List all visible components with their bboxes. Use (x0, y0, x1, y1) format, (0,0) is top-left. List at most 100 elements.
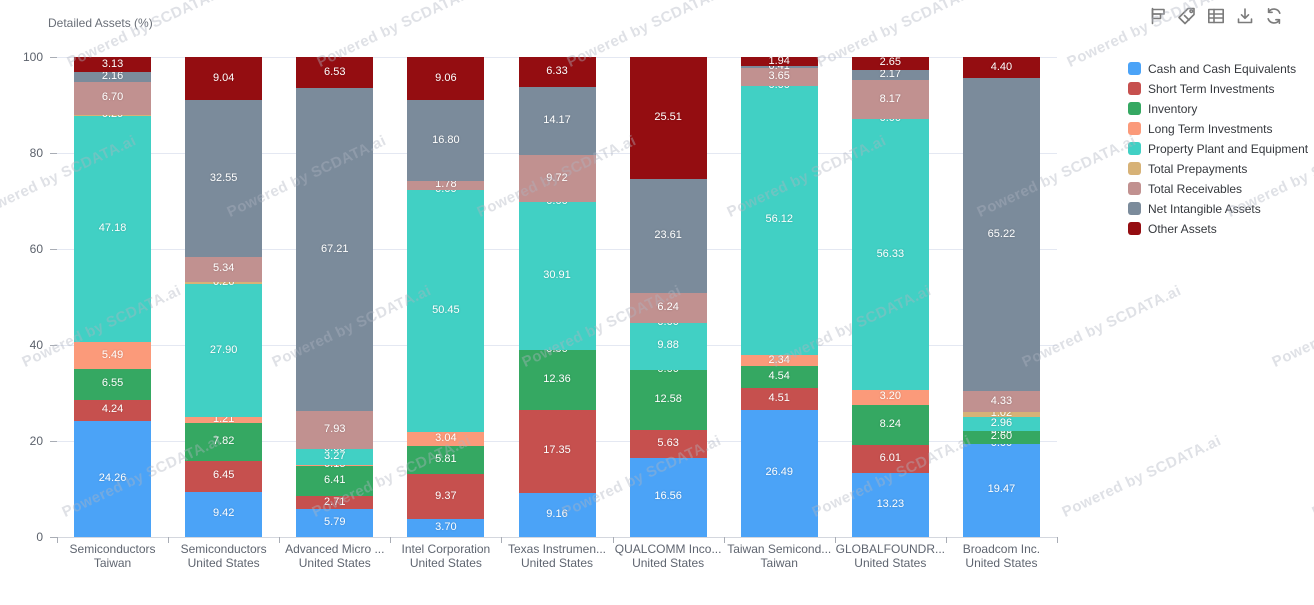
bar-segment[interactable] (74, 400, 152, 421)
bar-segment[interactable] (962, 431, 1040, 444)
bar-segment[interactable] (407, 189, 485, 432)
bar-segment[interactable] (962, 411, 1040, 417)
legend-item[interactable]: Total Receivables (1128, 182, 1308, 196)
legend-swatch-icon (1128, 222, 1141, 235)
bar-segment[interactable] (407, 431, 485, 447)
bar-segment[interactable] (518, 57, 596, 88)
category-country: United States (854, 556, 927, 570)
bar-segment[interactable] (407, 446, 485, 475)
bar-segment[interactable] (740, 355, 818, 367)
x-axis-category-label: Taiwan Semicond... Taiwan (704, 542, 854, 570)
bar-segment[interactable] (185, 256, 263, 283)
bar-segment[interactable] (740, 85, 818, 356)
x-axis-category-label: Semiconductors United States (149, 542, 299, 570)
bar-segment[interactable] (518, 155, 596, 203)
bar-segment[interactable] (296, 449, 374, 465)
legend-item[interactable]: Net Intangible Assets (1128, 201, 1308, 216)
bar-segment[interactable] (518, 350, 596, 410)
bar-segment[interactable] (407, 181, 485, 190)
bar-segment[interactable] (185, 283, 263, 418)
bar-segment[interactable] (185, 417, 263, 424)
bar-segment[interactable] (185, 100, 263, 257)
bar-segment[interactable] (851, 389, 929, 406)
bar-segment[interactable] (74, 342, 152, 369)
bar-segment[interactable] (74, 57, 152, 73)
bar-segment[interactable] (74, 115, 152, 343)
bar-segment[interactable] (74, 114, 152, 116)
bar-segment[interactable] (740, 366, 818, 389)
bar-segment[interactable] (851, 80, 929, 120)
legend-item[interactable]: Cash and Cash Equivalents (1128, 62, 1308, 76)
y-axis-tick (50, 345, 57, 346)
bar-segment[interactable] (518, 87, 596, 156)
bar-segment[interactable] (629, 322, 707, 371)
y-axis-tick-label: 0 (36, 530, 43, 544)
bar-segment[interactable] (407, 100, 485, 182)
bar-segment[interactable] (185, 282, 263, 284)
bar-segment[interactable] (851, 444, 929, 474)
bar-segment[interactable] (74, 420, 152, 537)
bar-segment[interactable] (407, 519, 485, 537)
bar-segment[interactable] (185, 460, 263, 492)
bar-segment[interactable] (296, 496, 374, 510)
bar-segment[interactable] (74, 368, 152, 401)
bar-segment[interactable] (518, 202, 596, 351)
bar-segment[interactable] (851, 69, 929, 81)
bar-segment[interactable] (851, 473, 929, 537)
legend-item[interactable]: Total Prepayments (1128, 162, 1308, 176)
bar-segment[interactable] (851, 57, 929, 70)
bar-segment[interactable] (851, 405, 929, 445)
bar-segment[interactable] (629, 457, 707, 537)
download-icon[interactable] (1235, 6, 1255, 26)
category-country: Taiwan (760, 556, 798, 570)
bar-segment[interactable] (629, 430, 707, 458)
legend-item[interactable]: Property Plant and Equipment (1128, 142, 1308, 156)
bar-segment[interactable] (962, 57, 1040, 79)
refresh-icon[interactable] (1264, 6, 1284, 26)
bar-segment[interactable] (185, 491, 263, 537)
bar-segment[interactable] (740, 57, 818, 67)
bar-segment[interactable] (740, 68, 818, 86)
bar-segment[interactable] (629, 179, 707, 293)
legend-item-label: Long Term Investments (1148, 121, 1273, 136)
bar-segment[interactable] (185, 423, 263, 461)
legend-item[interactable]: Other Assets (1128, 221, 1308, 236)
bar-segment[interactable] (185, 57, 263, 101)
bar-segment[interactable] (74, 82, 152, 115)
x-axis-category-label: Advanced Micro ... United States (260, 542, 410, 570)
bar-segment[interactable] (962, 78, 1040, 392)
category-name: Advanced Micro ... (285, 542, 385, 556)
bar-segment[interactable] (296, 509, 374, 537)
bar-segment[interactable] (296, 410, 374, 449)
legend-item-label: Net Intangible Assets (1148, 201, 1261, 216)
bar-segment[interactable] (851, 119, 929, 390)
watermark: Powered by SCDATA.ai (0, 132, 139, 221)
bar-segment[interactable] (962, 391, 1040, 412)
tag-icon[interactable] (1177, 6, 1197, 26)
bar-segment[interactable] (740, 66, 818, 69)
legend-item-label: Other Assets (1148, 221, 1217, 236)
legend-item[interactable]: Inventory (1128, 102, 1308, 116)
bar-segment[interactable] (407, 56, 485, 101)
legend-item[interactable]: Long Term Investments (1128, 121, 1308, 136)
legend-swatch-icon (1128, 162, 1141, 175)
legend-item[interactable]: Short Term Investments (1128, 82, 1308, 96)
table-icon[interactable] (1206, 6, 1226, 26)
flag-icon[interactable] (1148, 6, 1168, 26)
bar-segment[interactable] (629, 56, 707, 180)
bar-segment[interactable] (296, 464, 374, 466)
bar-segment[interactable] (518, 493, 596, 537)
bar-segment[interactable] (407, 474, 485, 520)
bar-segment[interactable] (740, 409, 818, 537)
bar-segment[interactable] (962, 443, 1040, 537)
bar-segment[interactable] (518, 409, 596, 494)
bar-segment[interactable] (74, 72, 152, 83)
bar-segment[interactable] (296, 88, 374, 411)
bar-segment[interactable] (629, 370, 707, 431)
bar-segment[interactable] (740, 388, 818, 410)
bar-segment[interactable] (629, 292, 707, 323)
category-name: Intel Corporation (401, 542, 491, 556)
bar-segment[interactable] (962, 416, 1040, 432)
bar-segment[interactable] (296, 465, 374, 497)
bar-segment[interactable] (296, 57, 374, 89)
